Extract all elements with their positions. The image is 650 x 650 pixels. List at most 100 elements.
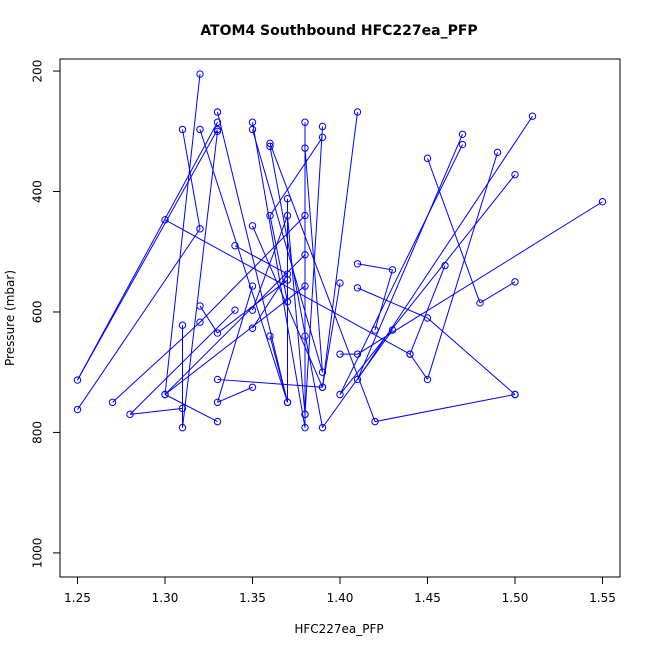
data-point — [73, 405, 82, 414]
data-point — [301, 251, 309, 259]
data-point — [511, 390, 519, 399]
data-point — [161, 390, 169, 399]
data-point — [196, 125, 204, 134]
data-point — [283, 298, 292, 306]
x-tick-label: 1.35 — [239, 591, 266, 605]
data-point — [301, 282, 309, 290]
data-point — [528, 112, 537, 120]
profile-segment — [182, 129, 201, 229]
profile-segment — [287, 215, 306, 415]
profile-segment — [322, 329, 393, 428]
series-points — [73, 70, 607, 432]
data-point — [511, 278, 519, 286]
profile-segment — [199, 305, 218, 334]
x-tick-label: 1.45 — [414, 591, 441, 605]
profile-segment — [409, 353, 428, 380]
data-point — [196, 318, 204, 326]
profile-segment — [374, 269, 393, 331]
data-point — [423, 154, 432, 163]
data-point — [283, 195, 292, 203]
data-point — [476, 299, 484, 307]
profile-segment — [217, 285, 253, 403]
data-point — [336, 350, 344, 358]
profile-segment — [129, 309, 236, 415]
profile-segment — [199, 129, 288, 403]
profile-segment — [322, 111, 358, 388]
x-axis-label: HFC227ea_PFP — [294, 622, 383, 636]
data-point — [248, 282, 257, 290]
data-point — [371, 417, 379, 426]
profile-segment — [217, 111, 288, 403]
profile-segment — [269, 143, 376, 422]
data-point — [161, 216, 169, 224]
data-point — [266, 332, 274, 340]
data-point — [388, 326, 397, 334]
data-point — [301, 423, 309, 432]
y-tick-label: 800 — [31, 421, 45, 444]
data-point — [353, 350, 362, 358]
data-point — [231, 242, 239, 250]
data-point — [318, 122, 327, 131]
data-point — [423, 314, 432, 322]
data-point — [353, 108, 362, 116]
x-tick-label: 1.50 — [502, 591, 529, 605]
profile-segment — [427, 317, 516, 395]
profile-segment — [269, 146, 323, 428]
data-point — [178, 321, 187, 329]
profile-segment — [164, 219, 411, 355]
x-tick-label: 1.30 — [152, 591, 179, 605]
profile-segment — [357, 287, 428, 319]
data-point — [318, 423, 327, 432]
data-point — [178, 125, 187, 134]
data-point — [248, 118, 257, 126]
data-point — [178, 404, 187, 413]
profile-segment — [252, 215, 288, 311]
data-point — [248, 306, 257, 314]
data-point — [353, 260, 362, 268]
data-point — [248, 125, 257, 134]
data-point — [371, 326, 379, 334]
profile-segment — [164, 394, 218, 423]
data-point — [213, 398, 222, 407]
data-point — [301, 332, 309, 340]
data-series — [73, 70, 607, 432]
data-point — [283, 276, 292, 284]
y-axis: 200 400 600 800 1000 — [31, 60, 61, 568]
data-point — [458, 130, 467, 138]
data-point — [301, 410, 309, 419]
data-point — [406, 350, 414, 358]
profile-segment — [304, 148, 323, 373]
data-point — [318, 133, 327, 142]
data-point — [301, 118, 309, 126]
data-point — [108, 398, 117, 407]
data-point — [266, 139, 274, 148]
data-point — [73, 376, 82, 384]
data-point — [196, 302, 204, 310]
data-point — [353, 375, 362, 384]
data-point — [441, 261, 449, 270]
profile-segment — [77, 122, 218, 381]
x-axis: 1.25 1.30 1.35 1.40 1.45 1.50 1.55 — [64, 576, 616, 605]
y-tick-label: 600 — [31, 301, 45, 324]
data-point — [213, 375, 222, 384]
profile-segment — [164, 74, 201, 395]
profile-segment — [357, 201, 603, 355]
profile-segment — [252, 225, 323, 388]
data-point — [458, 140, 467, 149]
x-tick-label: 1.55 — [589, 591, 616, 605]
data-point — [598, 198, 607, 206]
data-point — [283, 211, 292, 220]
profile-segment — [252, 129, 323, 373]
data-point — [336, 390, 344, 399]
profile-segment — [409, 265, 446, 355]
data-point — [493, 148, 502, 157]
profile-segment — [304, 126, 323, 415]
data-point — [423, 375, 432, 384]
x-tick-label: 1.40 — [327, 591, 354, 605]
profile-segment — [129, 407, 183, 415]
data-point — [248, 383, 257, 391]
data-point — [301, 211, 309, 220]
data-point — [213, 127, 222, 135]
data-point — [231, 306, 239, 314]
